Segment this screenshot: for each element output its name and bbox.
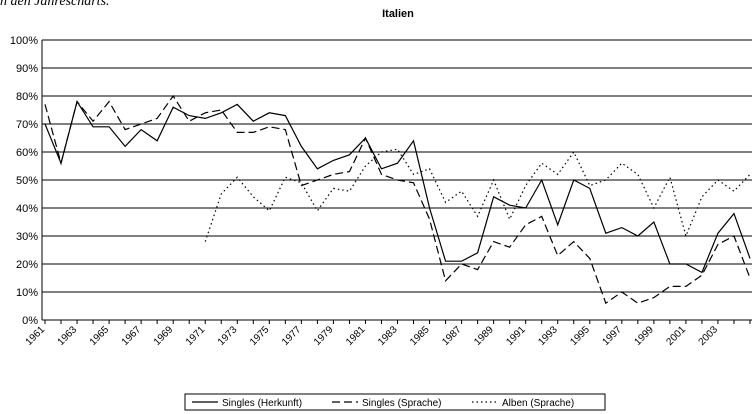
x-tick-label: 1975	[248, 324, 272, 348]
y-tick-label: 50%	[16, 175, 38, 187]
x-tick-label: 1981	[344, 324, 368, 348]
x-tick-label: 1965	[88, 324, 112, 348]
x-tick-label: 1983	[376, 324, 400, 348]
y-tick-label: 100%	[10, 35, 38, 47]
x-tick-label: 1961	[24, 324, 48, 348]
y-tick-label: 40%	[16, 203, 38, 215]
x-tick-label: 2003	[697, 324, 721, 348]
x-tick-label: 1971	[184, 324, 208, 348]
series-line	[44, 100, 751, 274]
series-line	[204, 148, 751, 242]
legend-label: Alben (Sprache)	[502, 398, 574, 409]
legend-label: Singles (Herkunft)	[222, 398, 302, 409]
y-tick-label: 60%	[16, 147, 38, 159]
x-tick-label: 1969	[152, 324, 176, 348]
y-tick-label: 70%	[16, 119, 38, 131]
x-tick-label: 1997	[600, 324, 624, 348]
x-tick-label: 2001	[665, 324, 689, 348]
x-tick-label: 1987	[440, 324, 464, 348]
x-tick-label: 1977	[280, 324, 304, 348]
y-tick-label: 30%	[16, 231, 38, 243]
series-line	[44, 94, 751, 305]
y-tick-label: 0%	[22, 315, 38, 327]
x-tick-label: 1989	[472, 324, 496, 348]
x-tick-label: 1995	[568, 324, 592, 348]
x-tick-label: 1963	[56, 324, 80, 348]
x-tick-label: 1985	[408, 324, 432, 348]
x-tick-label: 1973	[216, 324, 240, 348]
x-tick-label: 1999	[632, 324, 656, 348]
legend-label: Singles (Sprache)	[362, 398, 441, 409]
x-tick-label: 1993	[536, 324, 560, 348]
chart-title: Italien	[382, 8, 414, 20]
legend: Singles (Herkunft) Singles (Sprache) Alben…	[184, 393, 606, 411]
x-tick-label: 1967	[120, 324, 144, 348]
x-tick-label: 1979	[312, 324, 336, 348]
annotation: n den Jahrescharts.	[0, 0, 110, 9]
x-tick-label: 1991	[504, 324, 528, 348]
y-tick-label: 10%	[16, 287, 38, 299]
legend-box	[184, 393, 606, 411]
y-tick-label: 20%	[16, 259, 38, 271]
y-tick-label: 80%	[16, 91, 38, 103]
y-tick-label: 90%	[16, 63, 38, 75]
